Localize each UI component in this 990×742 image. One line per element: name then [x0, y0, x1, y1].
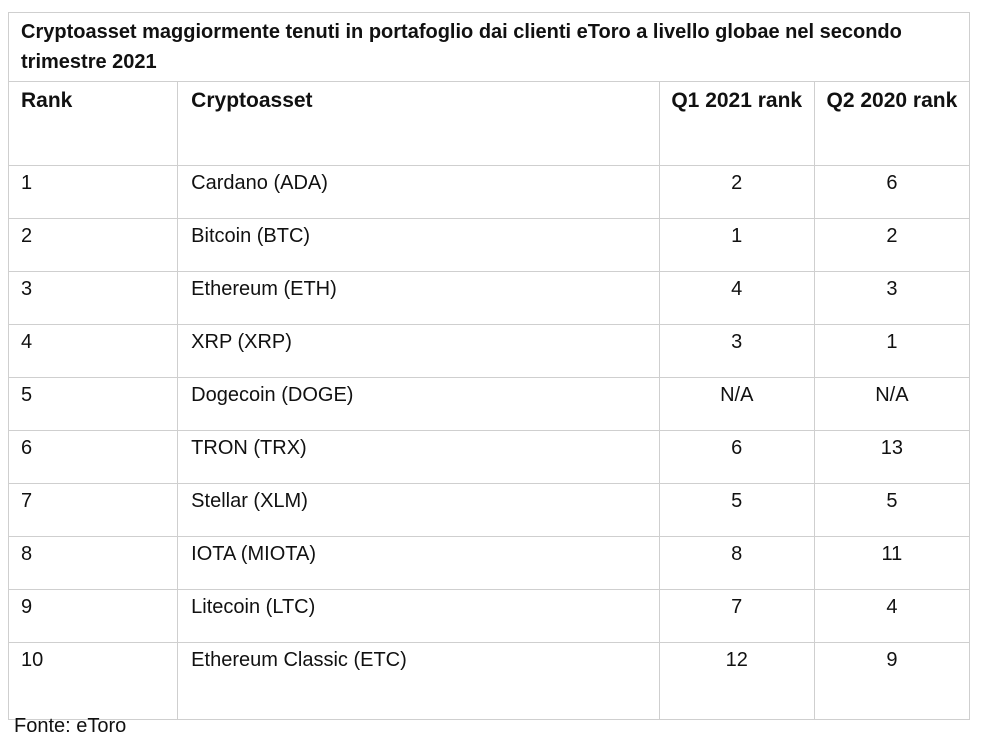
- cell-q1-2021-rank: 12: [658, 642, 815, 720]
- cell-q2-2020-rank: 13: [813, 430, 971, 484]
- header-q1-2021-rank: Q1 2021 rank: [658, 81, 815, 166]
- cell-cryptoasset: Bitcoin (BTC): [177, 218, 660, 272]
- cell-q2-2020-rank: N/A: [813, 377, 971, 431]
- cell-q1-2021-rank: 3: [658, 324, 815, 378]
- source-note: Fonte: eToro: [14, 715, 127, 737]
- cell-cryptoasset: IOTA (MIOTA): [177, 536, 660, 590]
- table-row: 2 Bitcoin (BTC) 1 2: [7, 218, 971, 272]
- cell-rank: 1: [7, 165, 179, 219]
- cell-q2-2020-rank: 4: [813, 589, 971, 643]
- cell-rank: 4: [7, 324, 179, 378]
- cell-rank: 6: [7, 430, 179, 484]
- table-row: 9 Litecoin (LTC) 7 4: [7, 589, 971, 643]
- cell-q1-2021-rank: 7: [658, 589, 815, 643]
- crypto-ranking-table: Cryptoasset maggiormente tenuti in porta…: [7, 12, 971, 720]
- cell-rank: 10: [7, 642, 179, 720]
- table-row: 5 Dogecoin (DOGE) N/A N/A: [7, 377, 971, 431]
- cell-cryptoasset: Cardano (ADA): [177, 165, 660, 219]
- cell-q1-2021-rank: N/A: [658, 377, 815, 431]
- cell-q1-2021-rank: 2: [658, 165, 815, 219]
- cell-rank: 8: [7, 536, 179, 590]
- cell-q2-2020-rank: 2: [813, 218, 971, 272]
- table-row: 3 Ethereum (ETH) 4 3: [7, 271, 971, 325]
- cell-rank: 9: [7, 589, 179, 643]
- table-row: 10 Ethereum Classic (ETC) 12 9: [7, 642, 971, 720]
- cell-q1-2021-rank: 6: [658, 430, 815, 484]
- cell-q1-2021-rank: 5: [658, 483, 815, 537]
- cell-q2-2020-rank: 11: [813, 536, 971, 590]
- cell-q1-2021-rank: 1: [658, 218, 815, 272]
- header-q2-2020-rank: Q2 2020 rank: [813, 81, 971, 166]
- cell-rank: 7: [7, 483, 179, 537]
- cell-cryptoasset: XRP (XRP): [177, 324, 660, 378]
- cell-q2-2020-rank: 5: [813, 483, 971, 537]
- cell-rank: 5: [7, 377, 179, 431]
- cell-cryptoasset: Litecoin (LTC): [177, 589, 660, 643]
- cell-q2-2020-rank: 1: [813, 324, 971, 378]
- header-rank: Rank: [7, 81, 179, 166]
- cell-cryptoasset: Dogecoin (DOGE): [177, 377, 660, 431]
- table-row: 7 Stellar (XLM) 5 5: [7, 483, 971, 537]
- table-body: 1 Cardano (ADA) 2 6 2 Bitcoin (BTC) 1 2 3 Ethereu…: [7, 165, 971, 720]
- cell-q2-2020-rank: 6: [813, 165, 971, 219]
- table-row: 1 Cardano (ADA) 2 6: [7, 165, 971, 219]
- cell-q1-2021-rank: 4: [658, 271, 815, 325]
- title-row: Cryptoasset maggiormente tenuti in porta…: [8, 12, 970, 82]
- cell-q2-2020-rank: 9: [813, 642, 971, 720]
- table-row: 6 TRON (TRX) 6 13: [7, 430, 971, 484]
- cell-q2-2020-rank: 3: [813, 271, 971, 325]
- table-row: 8 IOTA (MIOTA) 8 11: [7, 536, 971, 590]
- cell-cryptoasset: Ethereum (ETH): [177, 271, 660, 325]
- cell-cryptoasset: TRON (TRX): [177, 430, 660, 484]
- table-title: Cryptoasset maggiormente tenuti in porta…: [8, 12, 970, 82]
- cell-q1-2021-rank: 8: [658, 536, 815, 590]
- cell-rank: 3: [7, 271, 179, 325]
- cell-cryptoasset: Ethereum Classic (ETC): [177, 642, 660, 720]
- header-row: Rank Cryptoasset Q1 2021 rank Q2 2020 ra…: [7, 81, 971, 166]
- table-row: 4 XRP (XRP) 3 1: [7, 324, 971, 378]
- header-cryptoasset: Cryptoasset: [177, 81, 660, 166]
- cell-rank: 2: [7, 218, 179, 272]
- cell-cryptoasset: Stellar (XLM): [177, 483, 660, 537]
